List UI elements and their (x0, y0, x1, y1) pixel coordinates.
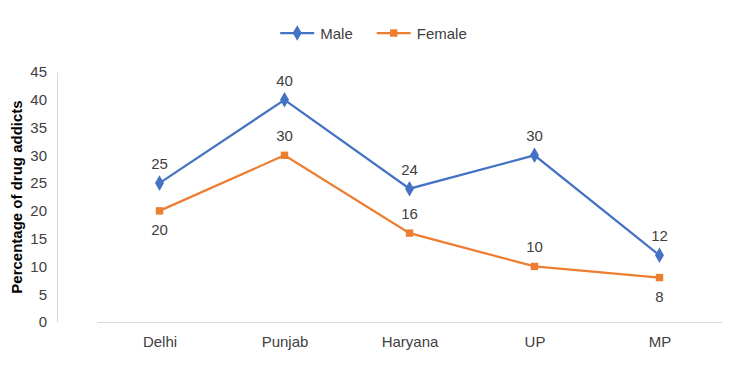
x-tick-label: Punjab (262, 333, 309, 350)
x-tick-label: Haryana (382, 333, 439, 350)
legend-item: Male (280, 25, 353, 42)
x-tick: MP (649, 322, 672, 350)
x-tick: Punjab (262, 322, 309, 350)
y-tick-label: 20 (30, 202, 47, 219)
y-axis-title: Percentage of drug addicts (8, 100, 25, 293)
legend: Male Female (280, 25, 467, 42)
y-tick-label: 45 (30, 63, 47, 80)
data-label: 25 (151, 155, 168, 172)
data-label: 30 (526, 127, 543, 144)
series-marker (405, 181, 414, 197)
y-tick-label: 0 (39, 313, 47, 330)
data-label: 20 (151, 221, 168, 238)
x-tick-label: MP (649, 333, 672, 350)
y-tick-label: 40 (30, 91, 47, 108)
y-tick-label: 10 (30, 258, 47, 275)
series-marker (155, 175, 164, 191)
x-tick: Haryana (382, 322, 439, 350)
y-tick: 25 (30, 174, 57, 191)
y-tick-label: 15 (30, 230, 47, 247)
legend-item: Female (377, 25, 467, 42)
series-marker (655, 248, 664, 264)
series-marker (656, 274, 663, 281)
x-tick: UP (525, 322, 546, 350)
y-tick: 30 (30, 147, 57, 164)
x-axis-line (98, 322, 723, 323)
series-marker (530, 148, 539, 164)
y-axis: 0 5 10 15 20 25 30 35 40 45 (30, 63, 57, 330)
y-tick: 5 (39, 286, 57, 303)
data-label: 12 (651, 227, 668, 244)
y-tick-label: 5 (39, 286, 47, 303)
legend-label: Male (320, 25, 353, 42)
legend-label: Female (417, 25, 467, 42)
series-line (160, 155, 660, 277)
y-tick: 0 (39, 313, 57, 330)
series-marker (280, 92, 289, 108)
y-tick: 10 (30, 258, 57, 275)
data-label: 16 (401, 205, 418, 222)
x-tick-label: Delhi (143, 333, 177, 350)
y-tick: 20 (30, 202, 57, 219)
data-label: 10 (526, 238, 543, 255)
data-label: 40 (276, 72, 293, 89)
y-tick: 35 (30, 119, 57, 136)
y-tick: 40 (30, 91, 57, 108)
series-marker (281, 152, 288, 159)
series-marker (531, 263, 538, 270)
data-label: 8 (655, 288, 663, 305)
y-tick-label: 30 (30, 147, 47, 164)
x-tick: Delhi (143, 322, 177, 350)
legend-marker (293, 25, 302, 41)
y-tick: 15 (30, 230, 57, 247)
legend-marker (390, 29, 397, 36)
y-tick-label: 25 (30, 174, 47, 191)
plot-area (155, 92, 664, 281)
series-marker (406, 229, 413, 236)
x-axis: Delhi Punjab Haryana UP MP (98, 322, 723, 350)
y-tick: 45 (30, 63, 57, 80)
series-marker (156, 207, 163, 214)
data-labels: 25 40 24 30 12 20 30 16 10 8 (151, 72, 668, 305)
data-label: 30 (276, 127, 293, 144)
x-tick-label: UP (525, 333, 546, 350)
chart: 0 5 10 15 20 25 30 35 40 45 Delhi Punjab Haryana UP MP… (0, 0, 747, 376)
y-axis-line (57, 73, 58, 323)
data-label: 24 (401, 161, 418, 178)
y-tick-label: 35 (30, 119, 47, 136)
